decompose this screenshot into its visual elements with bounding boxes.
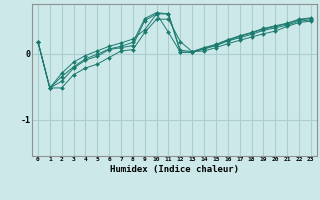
X-axis label: Humidex (Indice chaleur): Humidex (Indice chaleur) (110, 165, 239, 174)
